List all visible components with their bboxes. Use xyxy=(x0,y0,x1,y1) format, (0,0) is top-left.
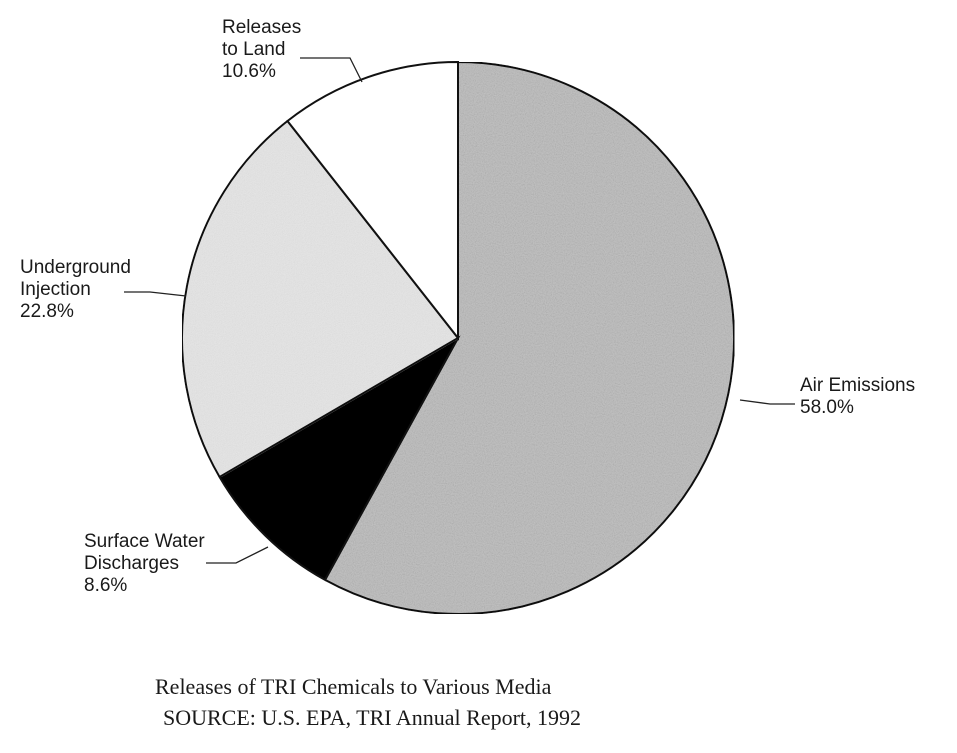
slice-value-releases-to-land: 10.6% xyxy=(222,61,276,82)
leader-lines xyxy=(124,57,795,564)
slice-label-air-emissions: Air Emissions 58.0% xyxy=(800,375,915,418)
slice-name-air-emissions: Air Emissions xyxy=(800,375,915,396)
slice-name-underground-injection: Injection xyxy=(20,279,91,300)
pie-slice-releases-to-land xyxy=(286,60,459,341)
leader-line-releases-to-land xyxy=(300,57,363,83)
slice-name-surface-water-discharges: Discharges xyxy=(84,553,179,574)
pie-slice-air-emissions xyxy=(323,60,735,615)
slice-name-surface-water-discharges: Surface Water xyxy=(84,531,205,552)
pie-slice-underground-injection xyxy=(181,119,460,479)
slice-name-underground-injection: Underground xyxy=(20,257,131,278)
slice-value-air-emissions: 58.0% xyxy=(800,397,854,418)
chart-caption-source: SOURCE: U.S. EPA, TRI Annual Report, 199… xyxy=(163,705,581,730)
pie-slices xyxy=(181,60,735,615)
leader-line-underground-injection xyxy=(124,291,187,297)
leader-line-surface-water-discharges xyxy=(206,546,269,564)
slice-name-releases-to-land: to Land xyxy=(222,39,285,60)
leader-line-air-emissions xyxy=(739,399,795,405)
slice-value-surface-water-discharges: 8.6% xyxy=(84,575,127,596)
slice-value-underground-injection: 22.8% xyxy=(20,301,74,322)
pie-slice-surface-water-discharges xyxy=(218,335,461,582)
slice-label-releases-to-land: Releases to Land 10.6% xyxy=(222,17,301,82)
slice-label-surface-water-discharges: Surface Water Discharges 8.6% xyxy=(84,531,205,596)
slice-labels: Air Emissions 58.0% Surface Water Discharge… xyxy=(20,17,915,596)
slice-label-underground-injection: Underground Injection 22.8% xyxy=(20,257,131,322)
slice-name-releases-to-land: Releases xyxy=(222,17,301,38)
chart-caption-title: Releases of TRI Chemicals to Various Med… xyxy=(155,674,552,699)
